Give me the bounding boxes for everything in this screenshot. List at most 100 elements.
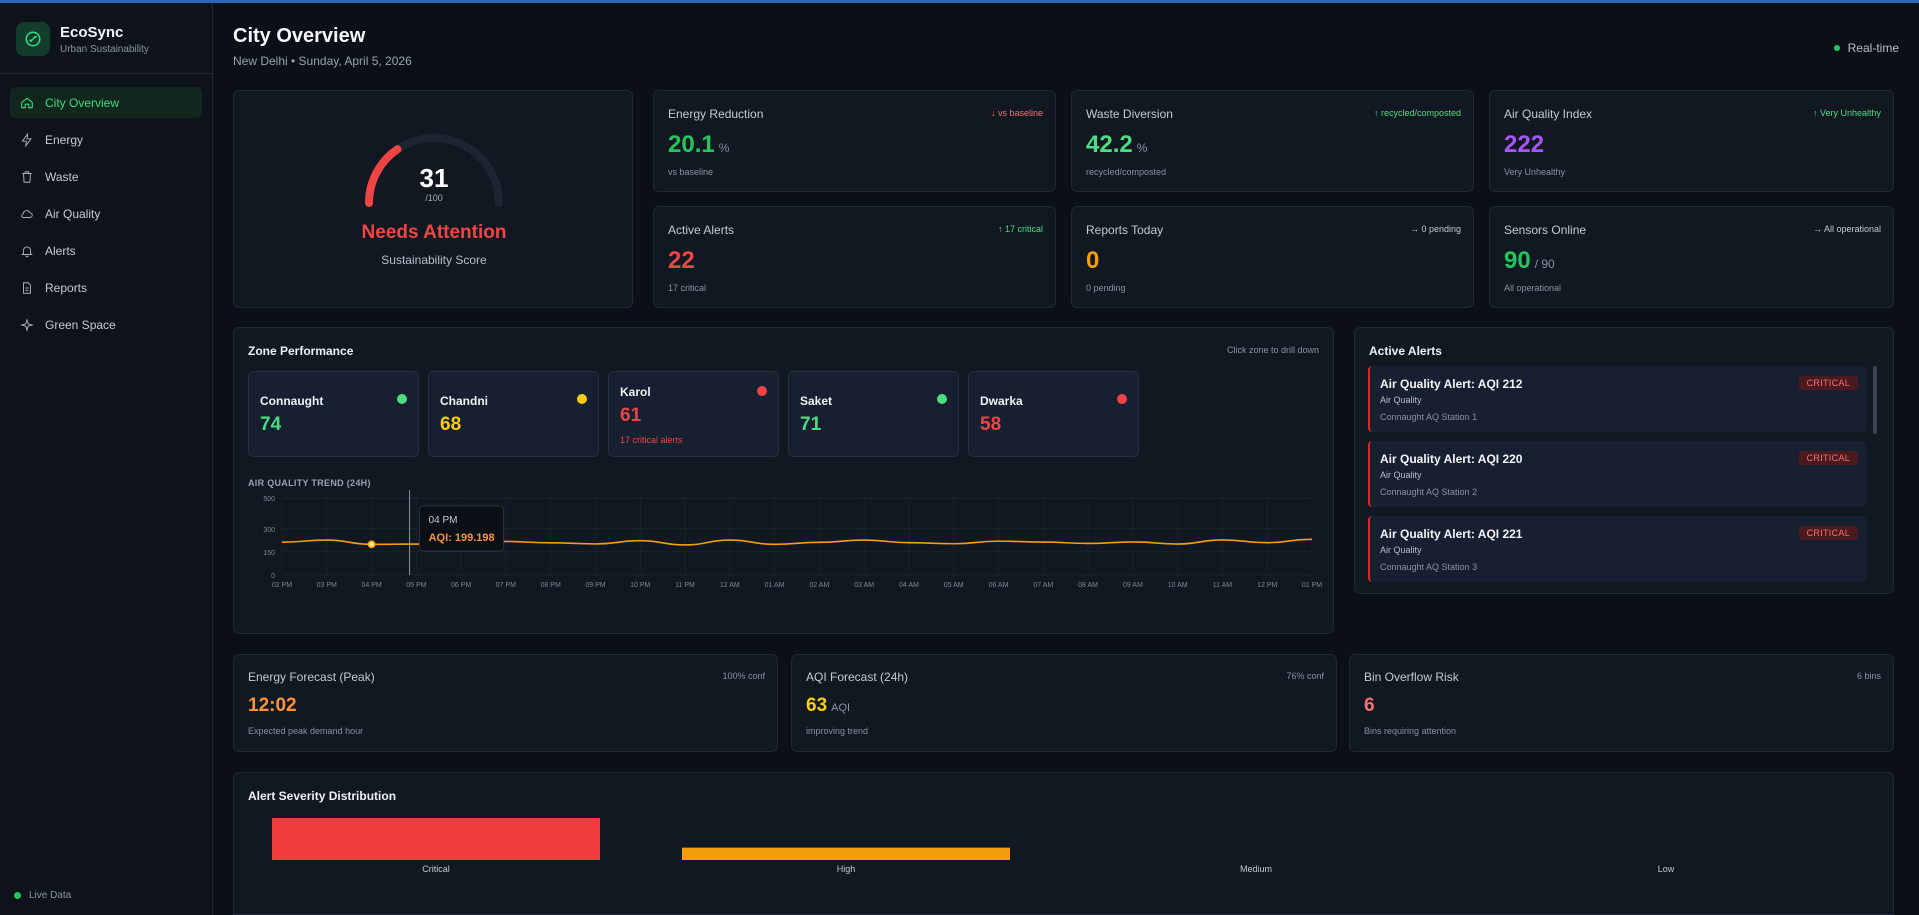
severity-category-label: Critical bbox=[422, 864, 450, 874]
alert-item[interactable]: Air Quality Alert: AQI 221 Air Quality C… bbox=[1368, 516, 1866, 582]
y-tick-label: 500 bbox=[263, 496, 275, 503]
kpi-card-waste-diversion[interactable]: Waste Diversion ↑ recycled/composted 42.… bbox=[1071, 90, 1474, 192]
alert-location: Connaught AQ Station 2 bbox=[1380, 487, 1478, 497]
live-dot-icon bbox=[14, 892, 21, 899]
kpi-value-row: 20.1% bbox=[668, 131, 729, 159]
sidebar-item-air-quality[interactable]: Air Quality bbox=[10, 198, 202, 229]
alerts-scrollbar[interactable] bbox=[1873, 366, 1877, 434]
kpi-trend: → 0 pending bbox=[1409, 224, 1461, 234]
forecast-title: Bin Overflow Risk bbox=[1364, 670, 1459, 684]
score-status: Needs Attention bbox=[361, 222, 507, 243]
kpi-unit: % bbox=[718, 141, 730, 155]
zone-card-karol[interactable]: Karol 61 17 critical alerts bbox=[608, 371, 779, 457]
sidebar-item-label: City Overview bbox=[45, 95, 120, 110]
kpi-title: Air Quality Index bbox=[1504, 107, 1593, 121]
kpi-value: 222 bbox=[1504, 131, 1545, 158]
forecast-title: Energy Forecast (Peak) bbox=[248, 670, 375, 684]
zone-panel-title: Zone Performance bbox=[248, 344, 354, 358]
alert-title: Air Quality Alert: AQI 221 bbox=[1380, 527, 1523, 541]
sidebar-nav: City Overview Energy Waste Air Quality A… bbox=[0, 74, 212, 359]
zone-score: 58 bbox=[980, 414, 1002, 435]
sustainability-score-card: 31 /100 Needs Attention Sustainability S… bbox=[233, 90, 633, 308]
forecast-card-energy-peak[interactable]: Energy Forecast (Peak) 100% conf 12:02 E… bbox=[233, 654, 778, 752]
zone-status-dot-icon bbox=[397, 394, 407, 404]
forecast-card-bin-overflow[interactable]: Bin Overflow Risk 6 bins 6 Bins requirin… bbox=[1349, 654, 1894, 752]
severity-badge: CRITICAL bbox=[1798, 376, 1858, 390]
app-name: EcoSync bbox=[60, 23, 124, 41]
sidebar-item-reports[interactable]: Reports bbox=[10, 272, 202, 303]
score-gauge: 31 /100 bbox=[359, 131, 509, 211]
kpi-value-row: 22 bbox=[668, 247, 699, 275]
top-accent-bar bbox=[0, 0, 1919, 3]
live-data-indicator: Live Data bbox=[14, 890, 71, 901]
severity-bar-critical[interactable] bbox=[272, 818, 600, 860]
trend-chart-title: AIR QUALITY TREND (24H) bbox=[248, 478, 371, 488]
zone-score: 74 bbox=[260, 414, 282, 435]
x-tick-label: 12 AM bbox=[720, 582, 740, 589]
x-tick-label: 06 AM bbox=[989, 582, 1009, 589]
score-value: 31 bbox=[419, 163, 449, 193]
kpi-trend: ↑ Very Unhealthy bbox=[1812, 108, 1881, 118]
kpi-card-energy-reduction[interactable]: Energy Reduction ↓ vs baseline 20.1% vs … bbox=[653, 90, 1056, 192]
brand: EcoSync Urban Sustainability bbox=[0, 3, 212, 74]
sidebar-item-city-overview[interactable]: City Overview bbox=[10, 87, 202, 118]
sidebar-item-energy[interactable]: Energy bbox=[10, 124, 202, 155]
kpi-value: 0 bbox=[1086, 247, 1100, 274]
zone-score: 68 bbox=[440, 414, 462, 435]
alert-item[interactable]: Air Quality Alert: AQI 220 Air Quality C… bbox=[1368, 441, 1866, 507]
sidebar-item-waste[interactable]: Waste bbox=[10, 161, 202, 192]
forecast-subtext: improving trend bbox=[806, 726, 869, 736]
x-tick-label: 03 PM bbox=[317, 582, 337, 589]
kpi-value: 20.1 bbox=[668, 131, 715, 158]
score-max: /100 bbox=[425, 193, 443, 203]
kpi-card-active-alerts[interactable]: Active Alerts ↑ 17 critical 22 17 critic… bbox=[653, 206, 1056, 308]
sidebar: EcoSync Urban Sustainability City Overvi… bbox=[0, 3, 213, 915]
x-tick-label: 01 AM bbox=[765, 582, 785, 589]
forecast-value: 6 bbox=[1364, 695, 1375, 716]
air-quality-trend-chart[interactable]: 0 150 300 500 02 PM 03 PM 04 PM 05 PM 06 PM 07 PM… bbox=[234, 490, 1335, 596]
kpi-unit: / 90 bbox=[1534, 257, 1555, 271]
x-tick-label: 04 AM bbox=[899, 582, 919, 589]
zone-card-saket[interactable]: Saket 71 bbox=[788, 371, 959, 457]
kpi-trend: ↓ vs baseline bbox=[990, 108, 1043, 118]
alert-item[interactable]: Air Quality Alert: AQI 212 Air Quality C… bbox=[1368, 366, 1866, 432]
x-tick-label: 07 PM bbox=[496, 582, 516, 589]
x-tick-label: 04 PM bbox=[361, 582, 381, 589]
kpi-value-row: 0 bbox=[1086, 247, 1103, 275]
hovered-point bbox=[367, 540, 376, 549]
page-subtitle: New Delhi • Sunday, April 5, 2026 bbox=[233, 54, 412, 68]
kpi-title: Sensors Online bbox=[1504, 223, 1587, 237]
x-tick-label: 06 PM bbox=[451, 582, 471, 589]
severity-bar-high[interactable] bbox=[682, 847, 1010, 860]
forecast-card-aqi[interactable]: AQI Forecast (24h) 76% conf 63 AQI improv… bbox=[791, 654, 1337, 752]
forecast-confidence: 6 bins bbox=[1856, 671, 1881, 681]
alerts-panel-title: Active Alerts bbox=[1369, 344, 1442, 358]
zone-name: Dwarka bbox=[980, 394, 1023, 408]
zone-card-chandni[interactable]: Chandni 68 bbox=[428, 371, 599, 457]
zone-name: Chandni bbox=[440, 394, 488, 408]
alert-severity-panel: Alert Severity Distribution Critical High… bbox=[233, 772, 1894, 915]
realtime-dot-icon bbox=[1833, 45, 1840, 51]
kpi-card-sensors-online[interactable]: Sensors Online → All operational 90/ 90 … bbox=[1489, 206, 1894, 308]
sparkle-icon bbox=[20, 317, 34, 332]
zone-card-dwarka[interactable]: Dwarka 58 bbox=[968, 371, 1139, 457]
sidebar-item-alerts[interactable]: Alerts bbox=[10, 235, 202, 266]
x-tick-label: 09 PM bbox=[585, 582, 605, 589]
alert-title: Air Quality Alert: AQI 212 bbox=[1380, 377, 1523, 391]
sidebar-item-green-space[interactable]: Green Space bbox=[10, 309, 202, 340]
zone-card-connaught[interactable]: Connaught 74 bbox=[248, 371, 419, 457]
kpi-subtext: 0 pending bbox=[1086, 283, 1126, 293]
document-icon bbox=[23, 281, 31, 294]
main-content: City Overview New Delhi • Sunday, April … bbox=[214, 3, 1919, 915]
bell-icon bbox=[21, 245, 33, 257]
app-tagline: Urban Sustainability bbox=[60, 43, 149, 55]
kpi-card-reports-today[interactable]: Reports Today → 0 pending 0 0 pending bbox=[1071, 206, 1474, 308]
active-alerts-panel: Active Alerts Air Quality Alert: AQI 212… bbox=[1354, 327, 1894, 594]
zone-status-dot-icon bbox=[577, 394, 587, 404]
x-tick-label: 10 AM bbox=[1168, 582, 1188, 589]
y-tick-label: 300 bbox=[263, 527, 275, 534]
realtime-indicator: Real-time bbox=[1833, 41, 1899, 55]
severity-category-label: Low bbox=[1658, 864, 1675, 874]
alert-location: Connaught AQ Station 1 bbox=[1380, 412, 1478, 422]
kpi-card-air-quality-index[interactable]: Air Quality Index ↑ Very Unhealthy 222 V… bbox=[1489, 90, 1894, 192]
